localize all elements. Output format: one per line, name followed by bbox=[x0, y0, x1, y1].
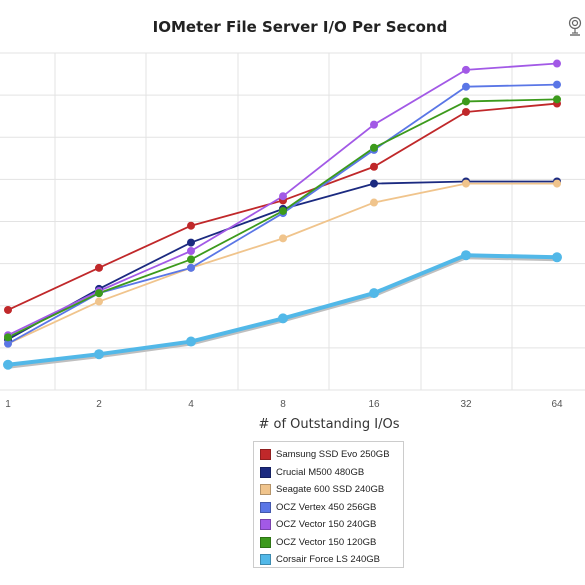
data-point bbox=[462, 107, 470, 116]
legend-swatch bbox=[260, 519, 271, 531]
legend-item[interactable]: Seagate 600 SSD 240GB bbox=[260, 481, 403, 499]
legend-label: OCZ Vector 150 240GB bbox=[276, 519, 377, 531]
legend-label: Seagate 600 SSD 240GB bbox=[276, 484, 385, 496]
data-point bbox=[94, 349, 104, 360]
data-point bbox=[553, 179, 561, 188]
data-point bbox=[187, 246, 195, 255]
legend-item[interactable]: OCZ Vector 150 120GB bbox=[260, 534, 403, 552]
series-line bbox=[7, 98, 558, 339]
data-point bbox=[370, 120, 378, 129]
legend-item[interactable]: OCZ Vector 150 240GB bbox=[260, 516, 403, 534]
legend-item[interactable]: OCZ Vertex 450 256GB bbox=[260, 499, 403, 517]
data-point bbox=[95, 297, 103, 306]
data-point bbox=[187, 238, 195, 247]
legend-item[interactable]: Corsair Force LS 240GB bbox=[260, 551, 403, 569]
data-point bbox=[462, 179, 470, 188]
x-tick-label: 4 bbox=[188, 399, 194, 410]
legend-label: OCZ Vector 150 120GB bbox=[276, 536, 377, 548]
x-tick-labels: 1 2 4 8 16 32 64 bbox=[5, 399, 563, 410]
data-point bbox=[461, 250, 471, 261]
legend-item[interactable]: Samsung SSD Evo 250GB bbox=[260, 446, 403, 464]
data-point bbox=[3, 359, 13, 370]
legend: Samsung SSD Evo 250GB Crucial M500 480GB S… bbox=[253, 441, 404, 568]
grid bbox=[0, 52, 585, 391]
legend-swatch bbox=[260, 466, 271, 478]
data-point bbox=[553, 80, 561, 89]
data-point bbox=[370, 198, 378, 207]
x-tick-label: 1 bbox=[5, 399, 11, 410]
data-point bbox=[553, 95, 561, 104]
series-points bbox=[3, 59, 562, 370]
legend-swatch bbox=[260, 449, 271, 461]
data-point bbox=[279, 192, 287, 201]
data-point bbox=[187, 221, 195, 230]
legend-item[interactable]: Crucial M500 480GB bbox=[260, 464, 403, 482]
x-tick-label: 8 bbox=[280, 399, 286, 410]
data-point bbox=[187, 255, 195, 264]
data-point bbox=[278, 313, 288, 324]
legend-swatch bbox=[260, 484, 271, 496]
data-point bbox=[95, 263, 103, 272]
legend-label: OCZ Vertex 450 256GB bbox=[276, 501, 377, 513]
legend-label: Corsair Force LS 240GB bbox=[276, 554, 381, 566]
data-point bbox=[370, 179, 378, 188]
data-point bbox=[186, 336, 196, 347]
data-point bbox=[279, 206, 287, 215]
legend-swatch bbox=[260, 554, 271, 566]
data-point bbox=[95, 289, 103, 298]
x-tick-label: 64 bbox=[551, 399, 563, 410]
legend-label: Samsung SSD Evo 250GB bbox=[276, 449, 390, 461]
data-point bbox=[4, 339, 12, 348]
data-point bbox=[370, 143, 378, 152]
chart-title: IOMeter File Server I/O Per Second bbox=[153, 18, 448, 36]
data-point bbox=[370, 162, 378, 171]
data-point bbox=[553, 59, 561, 68]
data-point bbox=[187, 263, 195, 272]
data-point bbox=[462, 65, 470, 74]
data-point bbox=[369, 288, 379, 299]
series-line-shadow bbox=[7, 254, 558, 369]
x-tick-label: 2 bbox=[96, 399, 102, 410]
legend-label: Crucial M500 480GB bbox=[276, 466, 365, 478]
x-axis-label: # of Outstanding I/Os bbox=[258, 417, 399, 432]
x-tick-label: 16 bbox=[368, 399, 380, 410]
data-point bbox=[552, 252, 562, 263]
webcam-icon bbox=[568, 16, 582, 36]
data-point bbox=[462, 82, 470, 91]
legend-swatch bbox=[260, 501, 271, 513]
x-tick-label: 32 bbox=[460, 399, 472, 410]
data-point bbox=[4, 333, 12, 342]
data-point bbox=[279, 234, 287, 243]
legend-swatch bbox=[260, 536, 271, 548]
data-point bbox=[462, 97, 470, 106]
data-point bbox=[4, 305, 12, 314]
